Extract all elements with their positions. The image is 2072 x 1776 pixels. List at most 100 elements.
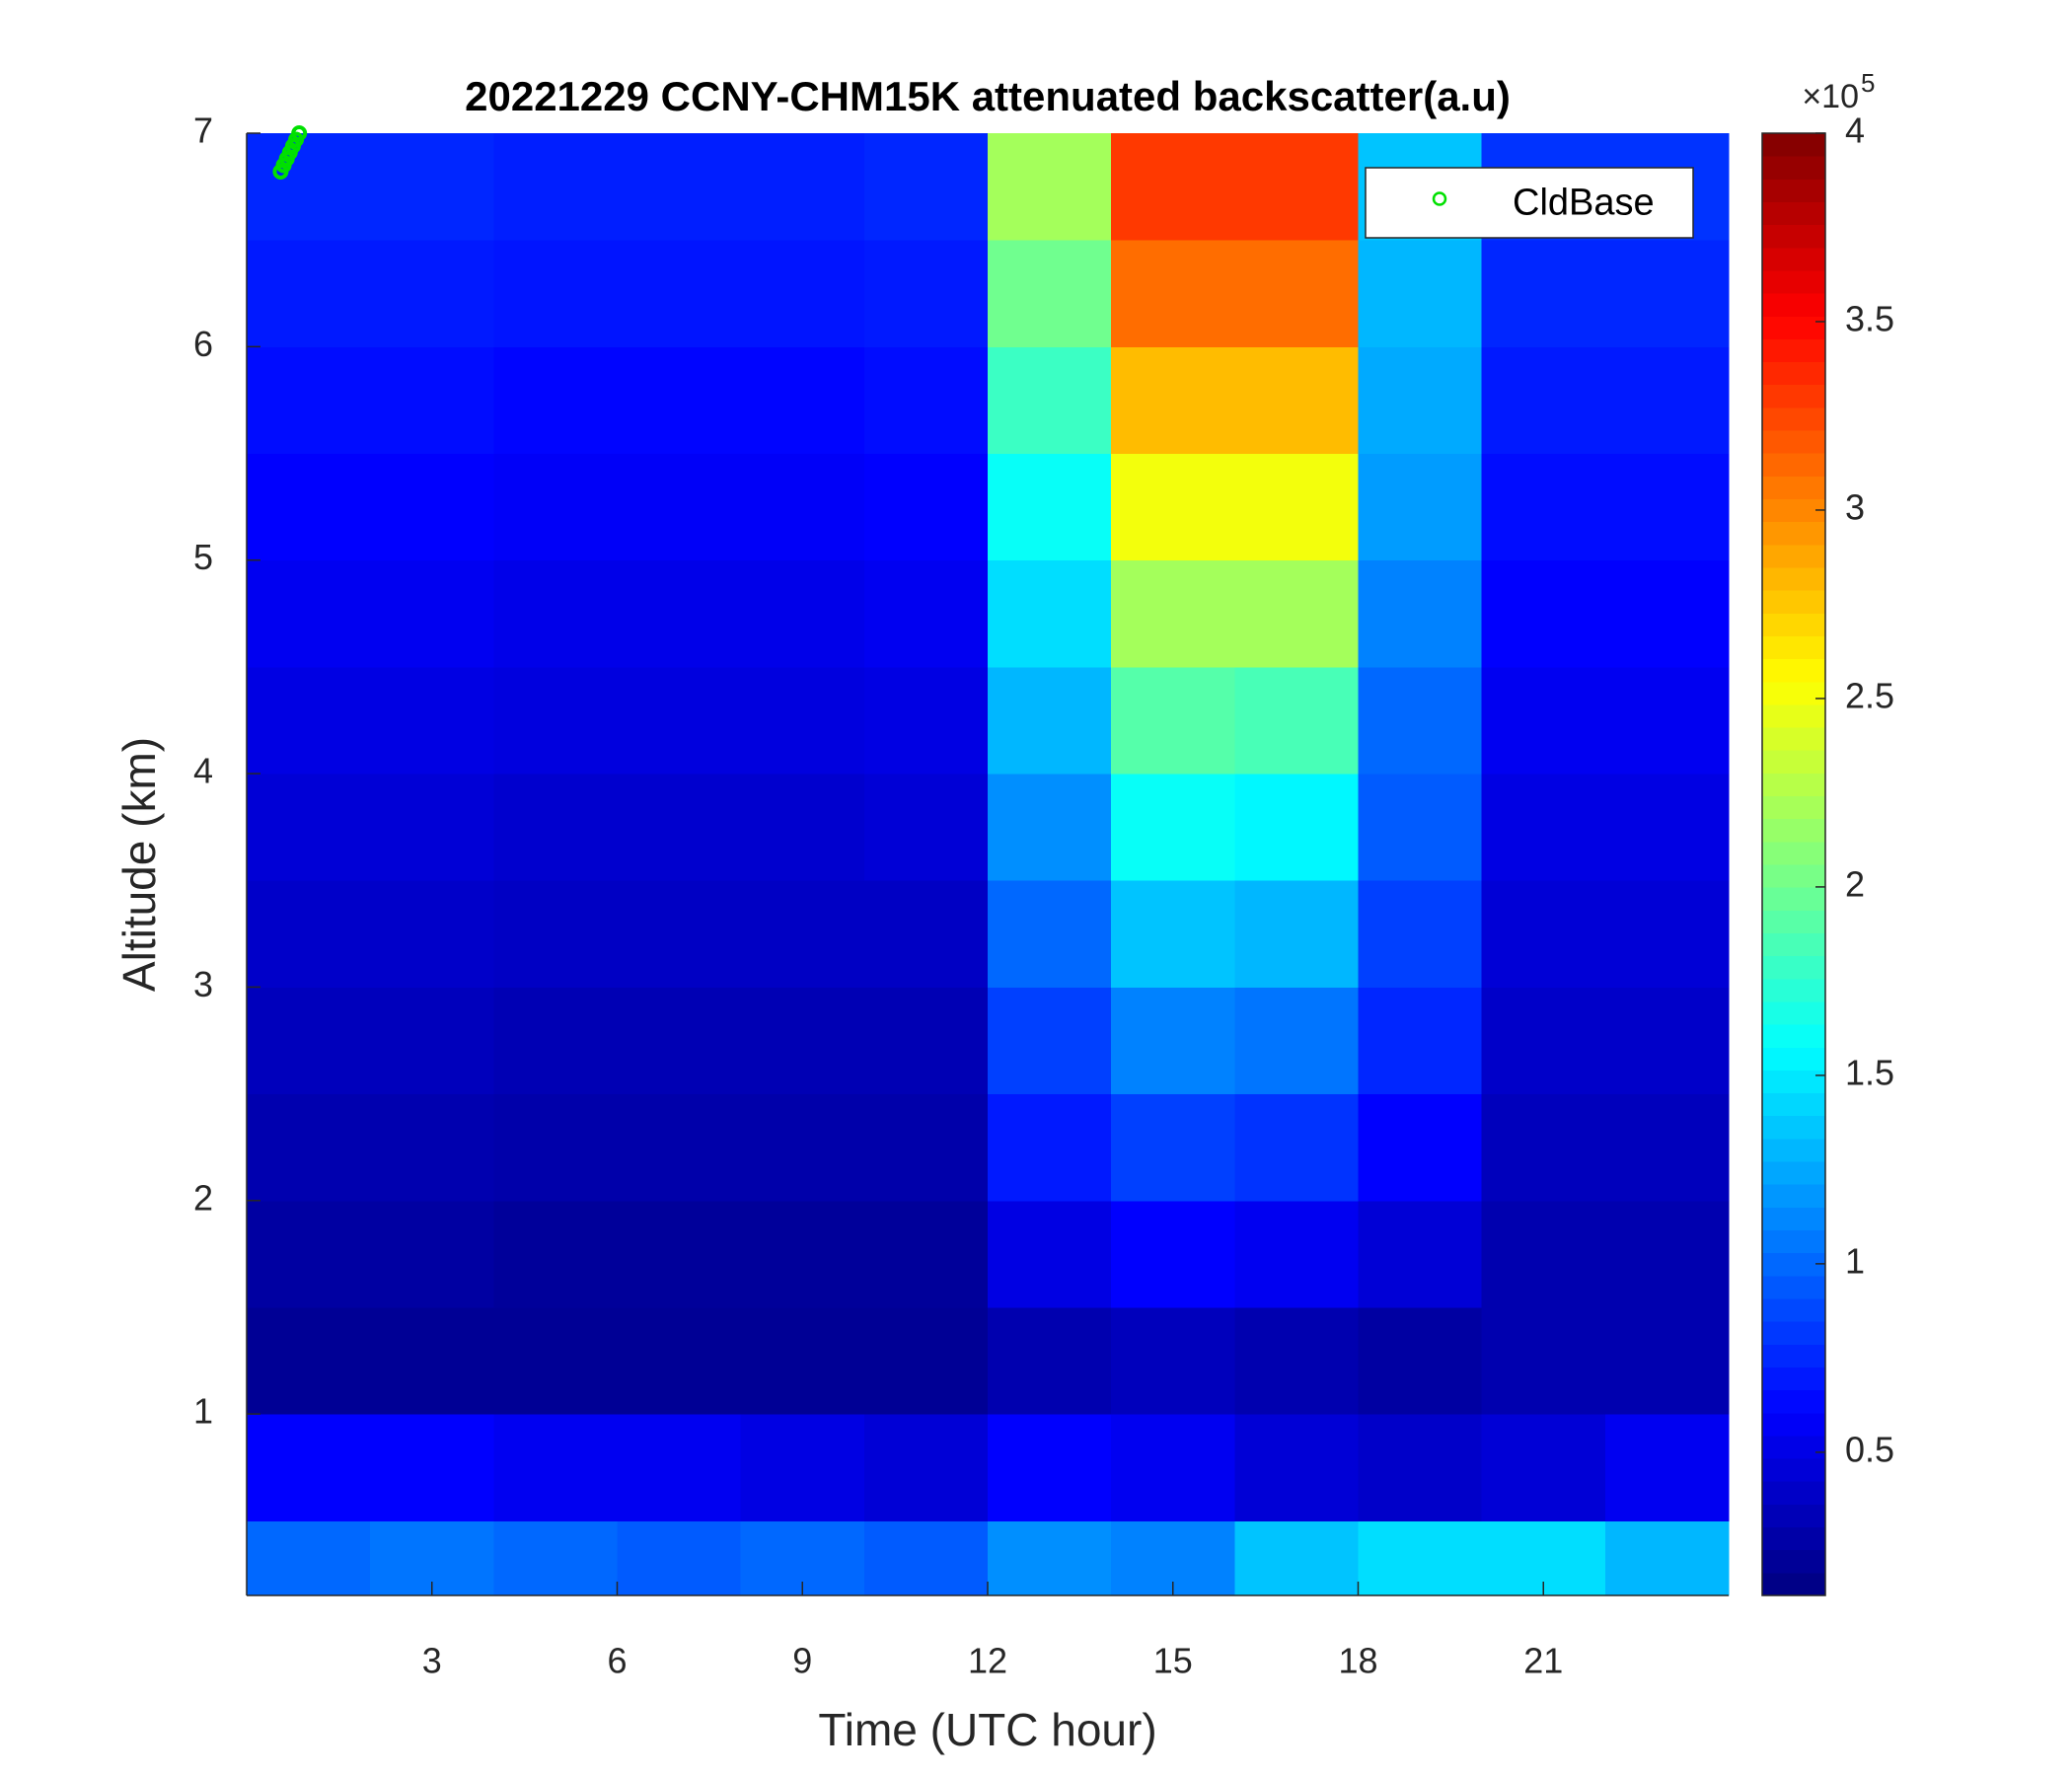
colorbar-segment [1762,293,1825,317]
colorbar-multiplier: ×10 [1802,78,1859,115]
colorbar-tick-label: 1.5 [1845,1052,1894,1092]
heatmap-cell [1358,453,1483,561]
colorbar-segment [1762,613,1825,636]
heatmap-cell [1358,346,1483,455]
heatmap-cell [1358,666,1483,775]
colorbar-segment [1762,978,1825,1002]
heatmap-cell [1358,240,1483,347]
colorbar-frame [1761,132,1826,1596]
colorbar-segment [1762,361,1825,386]
heatmap-cell [988,240,1112,347]
y-tick-label: 6 [193,324,213,364]
colorbar-segment [1762,247,1825,271]
colorbar-segment [1762,269,1825,294]
colorbar-segment [1762,316,1825,339]
heatmap-cell [863,880,989,988]
heatmap-cell [1234,774,1359,881]
colorbar-segment [1762,1138,1825,1162]
heatmap-cell [1234,240,1359,347]
heatmap-cell [493,987,618,1095]
heatmap-cell [740,1414,865,1521]
colorbar-segment [1762,224,1825,249]
heatmap-cell [988,1200,1112,1308]
heatmap-cell [247,1414,371,1521]
x-tick-label: 15 [1153,1641,1193,1681]
colorbar-segment [1762,1367,1825,1391]
heatmap-cell [1111,1200,1235,1308]
x-tick-label: 18 [1338,1641,1377,1681]
heatmap-cell [1234,1200,1359,1308]
heatmap-cell [370,240,494,347]
heatmap-cell [617,880,742,988]
colorbar-segment [1762,1070,1825,1094]
heatmap-cell [370,774,494,881]
heatmap-cell [988,666,1112,775]
heatmap-cell [740,240,865,347]
heatmap-cell [247,987,371,1095]
heatmap-cell [1234,1093,1359,1202]
colorbar-segment [1762,887,1825,911]
x-tick-label: 9 [792,1641,812,1681]
colorbar-segment [1762,955,1825,980]
heatmap-cell [863,666,989,775]
colorbar-segment [1762,681,1825,705]
colorbar-segment [1762,1389,1825,1414]
heatmap-cell [493,453,618,561]
y-tick-label: 7 [193,111,213,151]
heatmap-cell [247,346,371,455]
heatmap-cell [740,987,865,1095]
heatmap-cell [863,1520,989,1596]
heatmap-cell [370,1093,494,1202]
heatmap-cell [1234,880,1359,988]
legend-label: CldBase [1513,183,1655,224]
heatmap-cell [617,987,742,1095]
heatmap-cell [1481,1200,1606,1308]
heatmap-cell [988,1414,1112,1521]
heatmap-cell [1604,987,1730,1095]
heatmap-cell [247,240,371,347]
colorbar-segment [1762,338,1825,363]
heatmap-cell [370,1200,494,1308]
colorbar-segment [1762,544,1825,568]
colorbar-segment [1762,1435,1825,1459]
colorbar-segment [1762,384,1825,408]
colorbar-segment [1762,590,1825,614]
heatmap-cell [1358,774,1483,881]
colorbar-segment [1762,864,1825,888]
heatmap-cell [617,453,742,561]
heatmap-cell [617,559,742,668]
colorbar-segment [1762,1207,1825,1230]
heatmap-cell [617,1520,742,1596]
heatmap-cell [1358,987,1483,1095]
colorbar-segment [1762,1184,1825,1208]
colorbar-tick-label: 1 [1845,1240,1865,1281]
heatmap-cell [247,880,371,988]
heatmap-cell [863,1093,989,1202]
colorbar-segment [1762,1047,1825,1071]
heatmap-cell [1234,666,1359,775]
heatmap-cell [1111,453,1235,561]
legend-marker [1432,191,1447,206]
heatmap-cell [617,1306,742,1415]
cloud-base-point [291,125,308,141]
y-tick-label: 1 [193,1391,213,1432]
heatmap-cell [740,880,865,988]
heatmap-cell [1604,453,1730,561]
heatmap-cell [370,987,494,1095]
heatmap [247,133,1730,1596]
heatmap-cell [1481,666,1606,775]
heatmap-cell [988,559,1112,668]
heatmap-cell [1604,880,1730,988]
heatmap-cell [863,559,989,668]
heatmap-cell [1481,774,1606,881]
heatmap-cell [247,1200,371,1308]
heatmap-cell [863,1414,989,1521]
heatmap-cell [1481,453,1606,561]
heatmap-cell [247,133,371,241]
heatmap-cell [617,133,742,241]
heatmap-cell [493,666,618,775]
colorbar-segment [1762,1000,1825,1025]
heatmap-cell [617,346,742,455]
heatmap-cell [988,1520,1112,1596]
heatmap-cell [370,346,494,455]
